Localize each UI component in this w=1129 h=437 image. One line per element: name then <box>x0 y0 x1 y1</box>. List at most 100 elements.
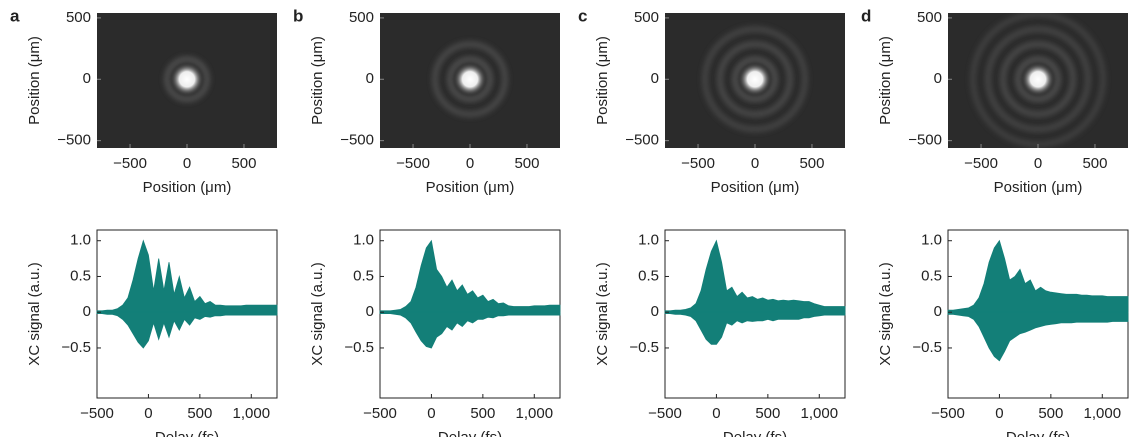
diffraction-ring <box>447 56 493 102</box>
beam-spot <box>453 62 487 97</box>
beam-image <box>948 13 1128 148</box>
y-axis-label: XC signal (a.u.) <box>594 262 611 365</box>
diffraction-ring <box>1015 56 1061 102</box>
panel-label: c <box>578 6 587 25</box>
beam-spot <box>1021 62 1055 97</box>
x-axis-label: Delay (fs) <box>155 429 219 437</box>
y-tick-label: 500 <box>917 9 942 26</box>
x-axis-label: Position (μm) <box>426 179 515 196</box>
diffraction-ring <box>732 56 778 102</box>
y-axis-label: Position (μm) <box>26 36 43 125</box>
y-tick-label: 0 <box>366 303 374 320</box>
beam-spot <box>738 62 772 97</box>
diffraction-ring <box>717 41 793 117</box>
y-tick-label: −0.5 <box>344 339 374 356</box>
x-axis-label: Position (μm) <box>143 179 232 196</box>
y-tick-label: −0.5 <box>61 339 91 356</box>
x-tick-label: 500 <box>470 405 495 422</box>
signal-envelope <box>947 311 1129 362</box>
y-tick-label: 0 <box>83 70 91 87</box>
x-tick-label: 0 <box>995 405 1003 422</box>
y-tick-label: −500 <box>57 132 91 149</box>
x-tick-label: 0 <box>751 155 759 172</box>
x-tick-label: 500 <box>514 155 539 172</box>
y-tick-label: 1.0 <box>638 232 659 249</box>
y-tick-label: 0 <box>934 303 942 320</box>
x-axis-label: Position (μm) <box>711 179 800 196</box>
x-tick-label: −500 <box>396 155 430 172</box>
signal-envelope <box>664 239 846 313</box>
x-tick-label: 0 <box>712 405 720 422</box>
x-tick-label: 0 <box>1034 155 1042 172</box>
x-tick-label: 0 <box>427 405 435 422</box>
y-tick-label: 0.5 <box>638 267 659 284</box>
x-axis-label: Delay (fs) <box>1006 429 1070 437</box>
x-tick-label: 1,000 <box>516 405 554 422</box>
y-tick-label: −0.5 <box>629 339 659 356</box>
y-tick-label: 0.5 <box>70 267 91 284</box>
x-tick-label: −500 <box>113 155 147 172</box>
x-tick-label: −500 <box>964 155 998 172</box>
x-tick-label: 1,000 <box>1084 405 1122 422</box>
y-tick-label: 0 <box>651 303 659 320</box>
y-tick-label: 0 <box>83 303 91 320</box>
beam-spot <box>170 62 204 97</box>
x-tick-label: 500 <box>799 155 824 172</box>
y-axis-label: XC signal (a.u.) <box>309 262 326 365</box>
y-axis-label: Position (μm) <box>877 36 894 125</box>
y-tick-label: 500 <box>349 9 374 26</box>
y-tick-label: 0.5 <box>921 267 942 284</box>
y-tick-label: −500 <box>340 132 374 149</box>
x-tick-label: −500 <box>80 405 114 422</box>
panel-label: a <box>10 6 20 25</box>
x-tick-label: −500 <box>648 405 682 422</box>
y-axis-label: Position (μm) <box>309 36 326 125</box>
y-axis-label: XC signal (a.u.) <box>26 262 43 365</box>
signal-envelope <box>379 239 561 313</box>
panel-label: d <box>861 6 871 25</box>
y-tick-label: 500 <box>66 9 91 26</box>
x-tick-label: 0 <box>183 155 191 172</box>
y-tick-label: −500 <box>908 132 942 149</box>
signal-envelope <box>664 311 846 345</box>
y-tick-label: −0.5 <box>912 339 942 356</box>
diffraction-ring <box>164 56 210 102</box>
x-tick-label: 500 <box>231 155 256 172</box>
x-tick-label: −500 <box>363 405 397 422</box>
y-tick-label: −500 <box>625 132 659 149</box>
beam-image <box>380 13 560 148</box>
x-axis-label: Delay (fs) <box>438 429 502 437</box>
beam-image <box>665 13 845 148</box>
y-axis-label: Position (μm) <box>594 36 611 125</box>
x-tick-label: 500 <box>187 405 212 422</box>
signal-envelope <box>96 239 278 313</box>
x-tick-label: 1,000 <box>801 405 839 422</box>
x-tick-label: 500 <box>1038 405 1063 422</box>
diffraction-ring <box>702 26 808 132</box>
x-tick-label: 500 <box>755 405 780 422</box>
diffraction-ring <box>432 41 508 117</box>
diffraction-ring <box>985 26 1091 132</box>
y-axis-label: XC signal (a.u.) <box>877 262 894 365</box>
y-tick-label: 1.0 <box>921 232 942 249</box>
x-tick-label: −500 <box>931 405 965 422</box>
y-tick-label: 0.5 <box>353 267 374 284</box>
y-tick-label: 0 <box>366 70 374 87</box>
x-tick-label: 0 <box>144 405 152 422</box>
y-tick-label: 0 <box>934 70 942 87</box>
x-tick-label: −500 <box>681 155 715 172</box>
panel-label: b <box>293 6 303 25</box>
y-tick-label: 1.0 <box>70 232 91 249</box>
signal-envelope <box>379 311 561 349</box>
x-tick-label: 500 <box>1082 155 1107 172</box>
x-tick-label: 0 <box>466 155 474 172</box>
y-tick-label: 1.0 <box>353 232 374 249</box>
y-tick-label: 500 <box>634 9 659 26</box>
diffraction-ring <box>1000 41 1076 117</box>
x-tick-label: 1,000 <box>233 405 271 422</box>
signal-envelope <box>96 311 278 349</box>
signal-envelope <box>947 239 1129 313</box>
x-axis-label: Delay (fs) <box>723 429 787 437</box>
x-axis-label: Position (μm) <box>994 179 1083 196</box>
